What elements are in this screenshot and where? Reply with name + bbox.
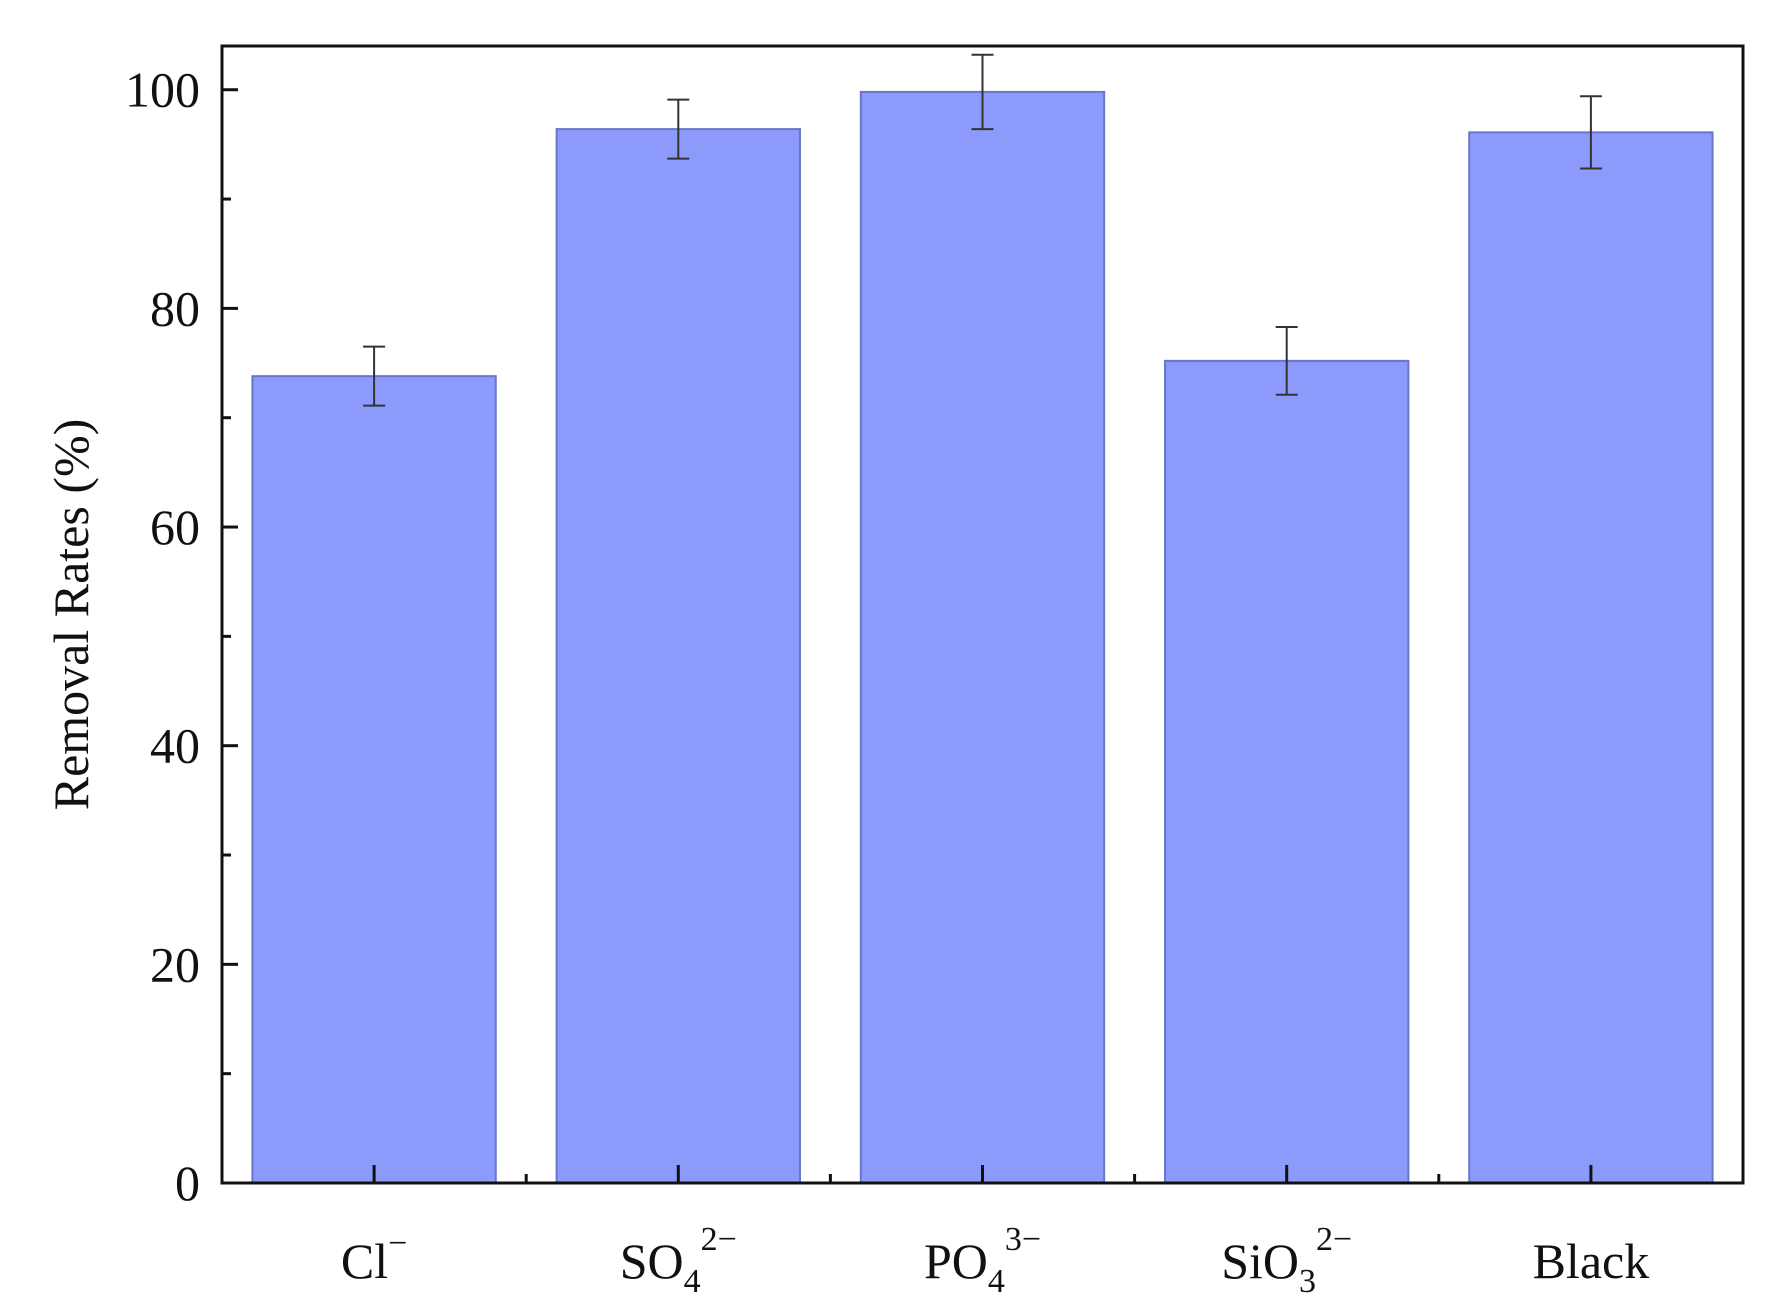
bar-4 — [1468, 131, 1714, 1184]
x-tick-label-4: Black — [1533, 1233, 1650, 1289]
error-bar-0 — [363, 345, 386, 407]
y-tick-label-4: 80 — [150, 280, 200, 336]
error-bar-4 — [1579, 95, 1602, 170]
bar-3 — [1164, 359, 1410, 1185]
x-tick-label-1: SO42− — [620, 1221, 737, 1300]
y-axis-tick-labels: 0 20 40 60 80 100 — [125, 62, 200, 1211]
bar-2 — [859, 90, 1106, 1184]
x-tick-label-0: Cl− — [341, 1225, 407, 1289]
y-tick-label-0: 0 — [175, 1155, 200, 1211]
x-axis-ticks — [372, 1165, 1593, 1183]
bars-group — [251, 90, 1714, 1185]
y-tick-label-5: 100 — [125, 62, 200, 118]
y-axis-title: Removal Rates (%) — [43, 419, 99, 811]
bar-1 — [555, 128, 801, 1184]
x-tick-label-3: SiO32− — [1221, 1221, 1352, 1300]
bar-0 — [251, 375, 497, 1184]
error-bars-group — [363, 53, 1602, 407]
y-tick-label-3: 60 — [150, 499, 200, 555]
y-tick-label-2: 40 — [150, 718, 200, 774]
x-axis-category-labels: Cl− SO42− PO43− SiO32− Black — [341, 1221, 1649, 1300]
y-axis-ticks — [222, 88, 238, 1185]
error-bar-2 — [971, 53, 994, 131]
error-bar-1 — [667, 98, 690, 160]
error-bar-3 — [1275, 325, 1298, 396]
y-tick-label-1: 20 — [150, 936, 200, 992]
x-tick-label-2: PO43− — [924, 1221, 1041, 1300]
